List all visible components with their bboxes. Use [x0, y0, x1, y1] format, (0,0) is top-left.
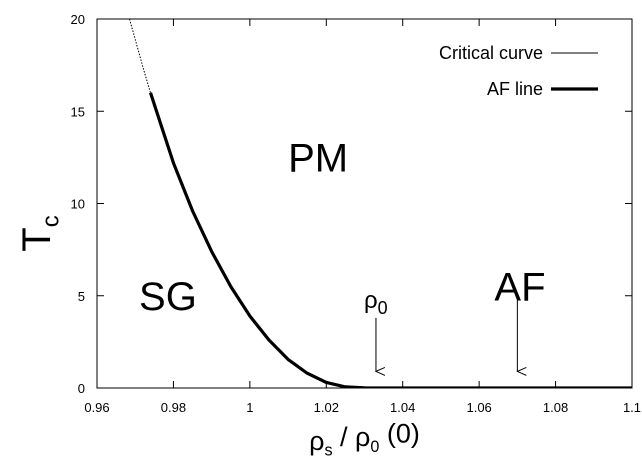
x-tick-label: 0.96: [84, 400, 109, 415]
legend-label: AF line: [487, 79, 543, 99]
annotation-layer: ρ0: [364, 287, 517, 372]
region-label-pm: PM: [288, 136, 348, 180]
y-tick-label: 10: [71, 197, 85, 212]
x-tick-label: 0.98: [161, 400, 186, 415]
plot-frame: [96, 18, 633, 389]
legend-label: Critical curve: [439, 43, 543, 63]
y-tick-label: 20: [71, 12, 85, 27]
x-tick-label: 1: [246, 400, 253, 415]
x-axis-label: ρs / ρ0 (0): [309, 418, 420, 459]
y-axis-ticks: 0 5 10 15 20: [71, 12, 632, 396]
y-axis-label: Tc: [15, 215, 64, 251]
rho0-annotation-label: ρ0: [364, 287, 388, 318]
region-label-af: AF: [494, 266, 545, 310]
critical-curve-series: [128, 19, 151, 93]
af-line-series: [148, 92, 632, 388]
y-tick-label: 5: [78, 289, 85, 304]
legend: Critical curve AF line: [439, 43, 598, 99]
x-tick-label: 1.06: [466, 400, 491, 415]
x-tick-label: 1.1: [623, 400, 641, 415]
y-tick-label: 0: [78, 381, 85, 396]
region-label-layer: PM SG AF: [139, 136, 546, 318]
x-tick-label: 1.04: [390, 400, 415, 415]
region-label-sg: SG: [139, 275, 197, 319]
x-tick-label: 1.08: [543, 400, 568, 415]
x-axis-ticks: 0.96 0.98 1 1.02 1.04 1.06 1.08 1.1: [84, 19, 641, 415]
y-tick-label: 15: [71, 104, 85, 119]
x-tick-label: 1.02: [314, 400, 339, 415]
series-layer: [128, 19, 632, 388]
